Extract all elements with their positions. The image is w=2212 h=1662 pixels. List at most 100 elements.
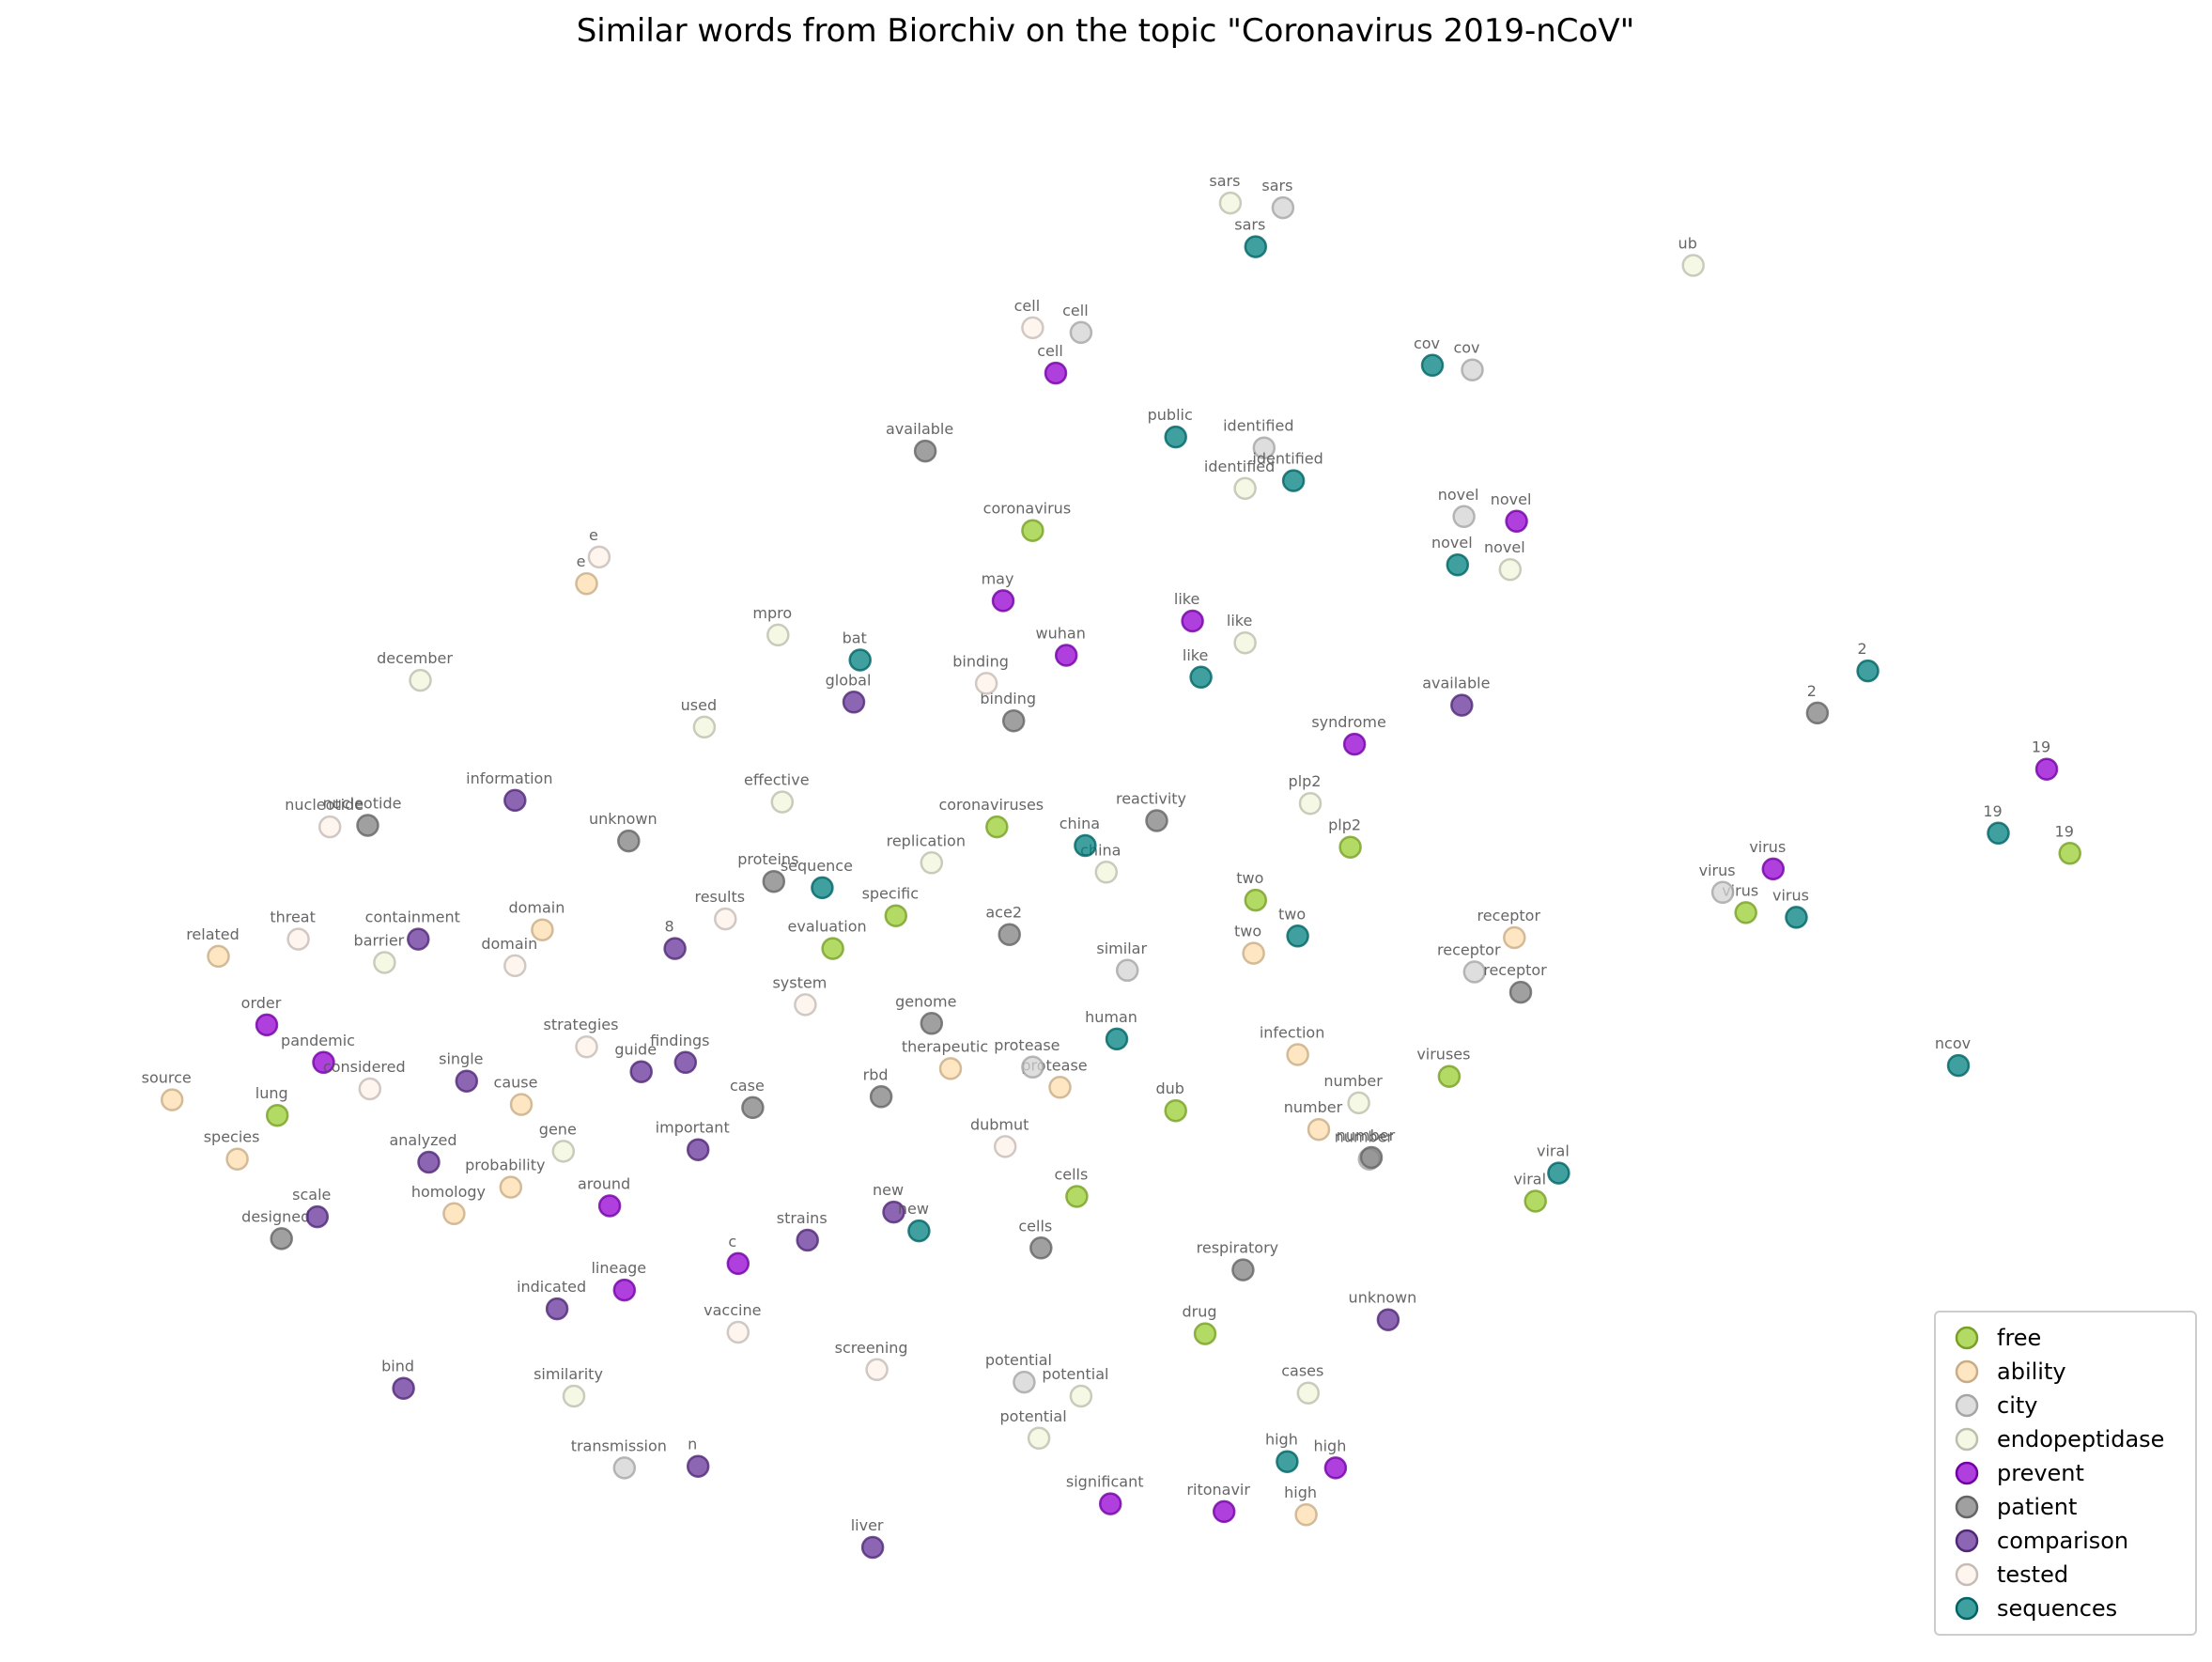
point-free-19 bbox=[2058, 842, 2081, 865]
point-tested-considered bbox=[358, 1077, 382, 1101]
point-label: e bbox=[589, 526, 598, 544]
point-tested-domain bbox=[503, 954, 527, 978]
point-label: domain bbox=[481, 935, 537, 953]
point-prevent-high bbox=[1323, 1456, 1348, 1480]
point-label: strains bbox=[777, 1209, 828, 1227]
point-prevent-ritonavir bbox=[1212, 1499, 1236, 1524]
point-label: cause bbox=[494, 1074, 538, 1092]
point-label: receptor bbox=[1437, 941, 1501, 959]
series-ability: e domain related source species cause probabil… bbox=[142, 552, 1540, 1527]
point-tested-threat bbox=[286, 927, 310, 951]
point-label: transmission bbox=[571, 1437, 667, 1454]
point-label: potential bbox=[1042, 1365, 1108, 1383]
point-endopeptidase-ub bbox=[1681, 254, 1705, 277]
point-endopeptidase-december bbox=[409, 668, 432, 692]
point-free-cells bbox=[1065, 1185, 1089, 1208]
point-label: results bbox=[694, 888, 745, 906]
point-tested-e bbox=[587, 545, 611, 569]
point-label: dubmut bbox=[970, 1115, 1029, 1133]
point-sequences-novel bbox=[1446, 552, 1470, 577]
point-label: specific bbox=[862, 885, 919, 903]
point-prevent-19 bbox=[2034, 757, 2059, 781]
point-label: single bbox=[439, 1050, 483, 1068]
point-city-receptor bbox=[1462, 960, 1487, 984]
point-patient-proteins bbox=[762, 869, 786, 893]
point-patient-ace2 bbox=[998, 923, 1021, 946]
point-city-cell bbox=[1069, 320, 1093, 345]
point-patient-available bbox=[913, 439, 937, 463]
point-label: cells bbox=[1018, 1217, 1052, 1235]
point-label: scale bbox=[292, 1186, 331, 1204]
legend-label-comparison: comparison bbox=[1997, 1528, 2128, 1554]
point-label: infection bbox=[1260, 1024, 1325, 1042]
point-label: domain bbox=[508, 899, 565, 917]
point-label: sars bbox=[1261, 177, 1292, 194]
legend-marker-patient bbox=[1955, 1495, 1979, 1519]
point-label: similar bbox=[1096, 940, 1147, 957]
point-label: like bbox=[1227, 612, 1252, 629]
point-comparison-unknown bbox=[1376, 1308, 1400, 1331]
point-label: bind bbox=[381, 1358, 414, 1375]
point-label: novel bbox=[1438, 486, 1479, 504]
series-endopeptidase: sars ub identified novel like mpro used effecti… bbox=[354, 172, 1705, 1451]
point-label: reactivity bbox=[1116, 790, 1186, 808]
legend-marker-endopeptidase bbox=[1955, 1427, 1979, 1452]
point-comparison-8 bbox=[663, 937, 687, 960]
plot-area: coronavirus coronaviruses specific evaluati… bbox=[142, 172, 2081, 1560]
point-city-cov bbox=[1461, 358, 1484, 381]
point-patient-receptor bbox=[1508, 980, 1533, 1004]
point-label: lung bbox=[255, 1084, 288, 1102]
series-patient: available binding 2 nucleotide unknown protei… bbox=[241, 420, 1830, 1281]
point-tested-screening bbox=[865, 1358, 889, 1382]
point-label: proteins bbox=[737, 850, 798, 868]
point-free-specific bbox=[884, 904, 908, 927]
point-label: like bbox=[1174, 590, 1199, 608]
point-label: new bbox=[898, 1200, 929, 1218]
point-ability-source bbox=[160, 1088, 184, 1111]
legend-marker-prevent bbox=[1955, 1461, 1979, 1485]
point-label: replication bbox=[887, 831, 966, 849]
legend-label-sequences: sequences bbox=[1997, 1595, 2117, 1622]
point-comparison-information bbox=[503, 788, 527, 813]
point-sequences-high bbox=[1276, 1450, 1299, 1473]
point-tested-results bbox=[714, 907, 737, 931]
point-comparison-guide bbox=[629, 1060, 653, 1083]
legend-label-ability: ability bbox=[1997, 1359, 2066, 1385]
point-sequences-identified bbox=[1281, 469, 1306, 492]
point-label: c bbox=[728, 1233, 736, 1250]
point-label: number bbox=[1335, 1128, 1394, 1146]
point-label: virus bbox=[1699, 862, 1736, 879]
point-sequences-virus bbox=[1785, 906, 1808, 929]
point-tested-cell bbox=[1021, 316, 1044, 340]
point-endopeptidase-gene bbox=[551, 1140, 576, 1163]
point-endopeptidase-potential bbox=[1027, 1426, 1051, 1451]
point-label: china bbox=[1060, 815, 1100, 832]
point-label: 2 bbox=[1807, 682, 1817, 700]
point-free-dub bbox=[1164, 1098, 1187, 1123]
point-label: guide bbox=[614, 1041, 657, 1059]
point-comparison-findings bbox=[673, 1050, 698, 1075]
point-sequences-sars bbox=[1244, 235, 1268, 258]
point-label: 2 bbox=[1858, 640, 1867, 658]
point-sequences-2 bbox=[1856, 659, 1879, 683]
point-comparison-bind bbox=[392, 1376, 415, 1400]
point-label: homology bbox=[411, 1183, 486, 1201]
point-label: pandemic bbox=[281, 1032, 355, 1049]
point-free-viral bbox=[1524, 1189, 1547, 1213]
point-label: novel bbox=[1484, 538, 1525, 556]
point-prevent-pandemic bbox=[312, 1050, 335, 1075]
point-city-similar bbox=[1115, 958, 1139, 983]
point-patient-genome bbox=[920, 1012, 944, 1035]
point-free-lung bbox=[265, 1103, 289, 1127]
point-label: virus bbox=[1772, 886, 1809, 904]
point-label: public bbox=[1148, 406, 1193, 424]
point-label: cases bbox=[1281, 1362, 1323, 1380]
point-label: number bbox=[1337, 1126, 1396, 1144]
point-city-sars bbox=[1271, 195, 1295, 220]
point-prevent-c bbox=[726, 1251, 750, 1276]
point-ability-number bbox=[1307, 1117, 1331, 1142]
point-label: gene bbox=[539, 1120, 577, 1138]
point-city-identified bbox=[1252, 436, 1276, 459]
point-city-potential bbox=[1013, 1370, 1036, 1394]
